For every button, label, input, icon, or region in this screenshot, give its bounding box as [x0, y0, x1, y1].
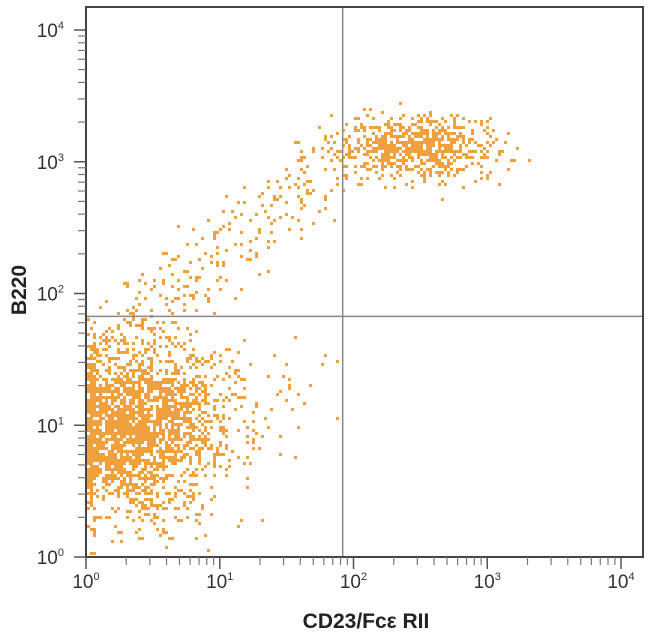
y-tick-label: 103: [37, 152, 64, 174]
plot-frame: [85, 6, 644, 558]
y-tick-label: 101: [37, 415, 64, 437]
x-tick-label: 104: [607, 571, 634, 593]
y-tick-label: 102: [37, 284, 64, 306]
x-tick-label: 102: [340, 571, 367, 593]
x-axis: 100 101 102 103 104: [72, 557, 635, 593]
x-tick-label: 100: [72, 571, 99, 593]
scatter-points: [87, 102, 531, 555]
x-axis-title: CD23/Fcε RII: [303, 610, 430, 633]
y-axis-title: B220: [8, 265, 31, 315]
x-tick-label: 103: [474, 571, 501, 593]
y-axis: 100 101 102 103 104: [37, 20, 86, 569]
y-tick-label: 100: [37, 547, 64, 569]
y-tick-label: 104: [37, 20, 64, 42]
quadrant-gates: [86, 7, 643, 557]
x-tick-label: 101: [206, 571, 233, 593]
